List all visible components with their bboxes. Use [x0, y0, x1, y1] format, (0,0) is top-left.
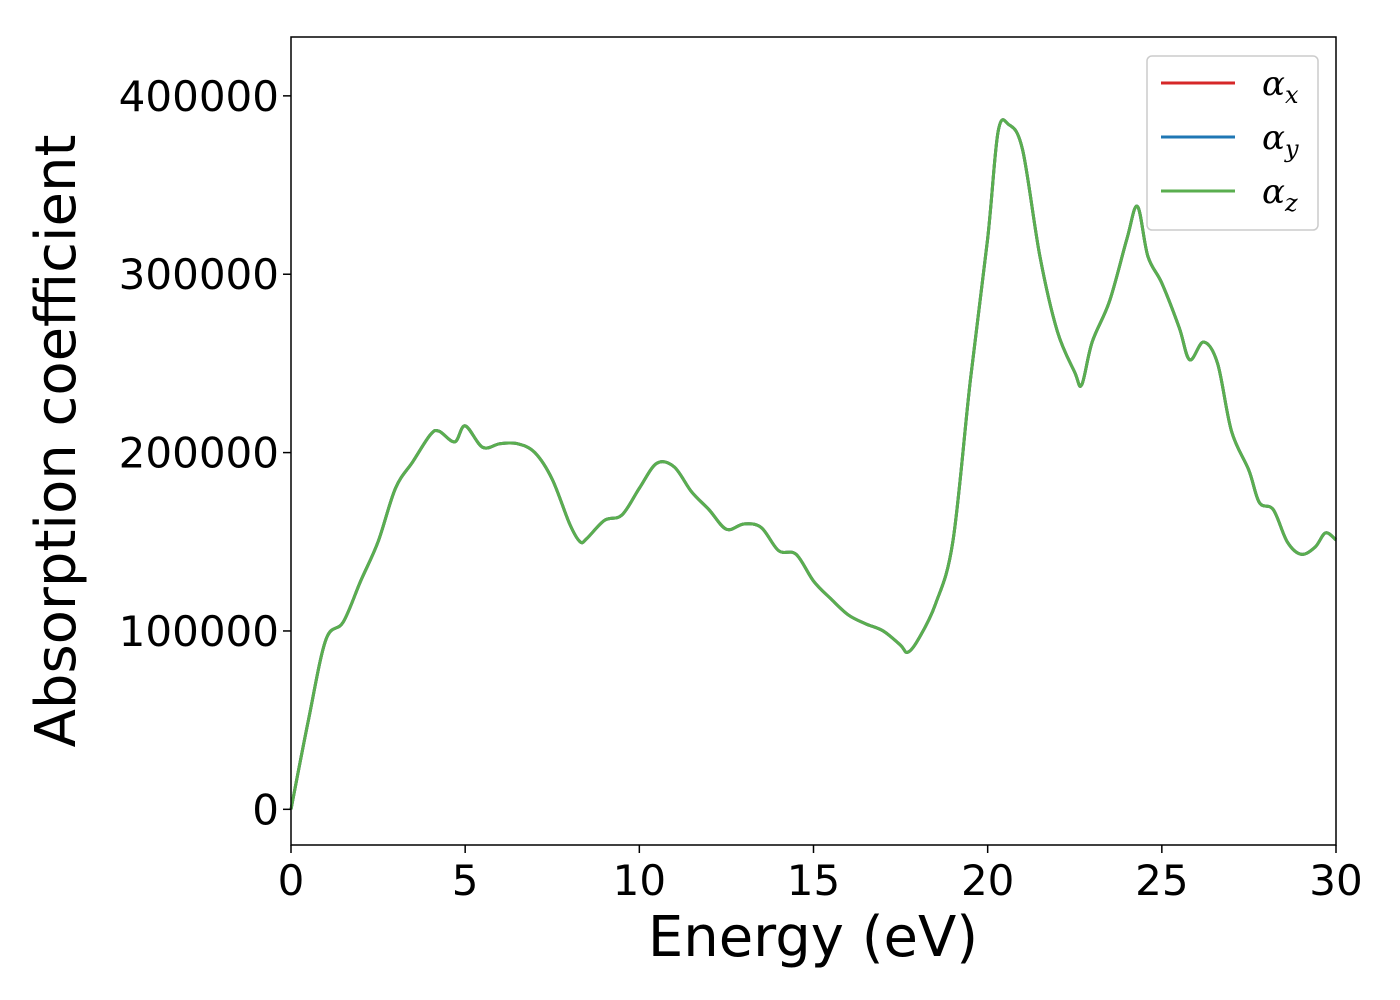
y-axis-title: Absorption coefficient: [24, 135, 89, 748]
legend: αx αy αz: [1146, 55, 1319, 231]
y-tick-label: 400000: [119, 72, 279, 121]
x-tick-label: 15: [787, 856, 840, 905]
series-line-2: [289, 118, 1337, 810]
legend-box: [1146, 55, 1319, 231]
legend-label: αy: [1262, 118, 1299, 163]
legend-label: αz: [1262, 172, 1298, 217]
legend-label: αx: [1262, 64, 1299, 109]
x-tick-label: 20: [961, 856, 1014, 905]
plot-lines: [289, 118, 1337, 810]
x-axis-ticks: 0 5 10 15 20 25 30: [278, 845, 1363, 905]
y-tick-label: 100000: [119, 607, 279, 656]
y-tick-label: 200000: [119, 429, 279, 478]
x-tick-label: 5: [452, 856, 479, 905]
x-tick-label: 10: [613, 856, 666, 905]
x-tick-label: 25: [1135, 856, 1188, 905]
y-tick-label: 300000: [119, 250, 279, 299]
x-tick-label: 0: [278, 856, 305, 905]
y-axis-ticks: 0 100000 200000 300000 400000: [119, 72, 291, 834]
y-tick-label: 0: [252, 785, 279, 834]
x-tick-label: 30: [1309, 856, 1362, 905]
x-axis-title: Energy (eV): [648, 905, 978, 970]
